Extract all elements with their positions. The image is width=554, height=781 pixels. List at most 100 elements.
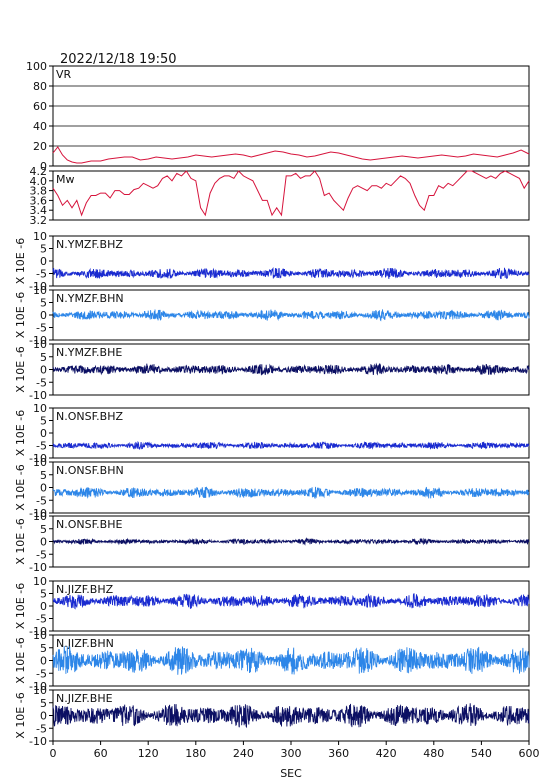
seismogram-y-axis-label: X 10E -6 [14, 410, 27, 456]
y-tick-label: 100 [26, 60, 47, 73]
series-line [52, 703, 530, 729]
y-tick-label: 5 [40, 243, 47, 256]
x-tick-label: 60 [94, 747, 108, 760]
y-tick-label: -10 [29, 452, 47, 465]
y-tick-label: 0 [40, 364, 47, 377]
y-tick-label: 3.4 [30, 204, 48, 217]
series-line [52, 266, 530, 280]
y-tick-label: 60 [33, 100, 47, 113]
x-tick-label: 120 [138, 747, 159, 760]
y-tick-label: 5 [40, 351, 47, 364]
chart-title: 2022/12/18 19:50 [60, 52, 177, 67]
y-tick-label: 0 [40, 655, 47, 668]
seismogram-y-axis-label: X 10E -6 [14, 346, 27, 392]
y-tick-label: 0 [40, 160, 47, 173]
panel-vr: 0 20 40 60 80 100 VR [26, 60, 530, 173]
panel-label: N.YMZF.BHE [56, 346, 122, 359]
y-tick-label: 10 [33, 510, 47, 523]
seismogram-y-axis-label: X 10E -6 [14, 292, 27, 338]
panel-frame [52, 407, 530, 459]
x-axis: 0 60 120 180 240 300 360 420 480 540 600 [50, 741, 540, 760]
seismogram-y-axis-label: X 10E -6 [14, 464, 27, 510]
series-line [52, 537, 530, 546]
panel-label: N.ONSF.BHE [56, 518, 122, 531]
x-axis-label: SEC [280, 767, 302, 780]
y-tick-label: 0 [40, 427, 47, 440]
y-tick-label: -10 [29, 680, 47, 693]
series-line [52, 440, 530, 450]
series-line [52, 362, 530, 376]
y-tick-label: -10 [29, 389, 47, 402]
y-tick-label: 0 [40, 255, 47, 268]
y-tick-label: 3.2 [30, 214, 48, 227]
y-tick-label: 5 [40, 642, 47, 655]
panels-group: 020406080100VR3.23.43.63.84.04.2Mw-10-50… [14, 60, 530, 748]
panel-label: N.JIZF.BHN [56, 637, 114, 650]
y-tick-label: 5 [40, 469, 47, 482]
panel-label: N.YMZF.BHN [56, 292, 124, 305]
seismogram-y-axis-label: X 10E -6 [14, 637, 27, 683]
y-tick-label: -5 [36, 322, 47, 335]
y-tick-label: -5 [36, 268, 47, 281]
y-tick-label: -5 [36, 613, 47, 626]
y-tick-label: -10 [29, 280, 47, 293]
x-tick-label: 540 [471, 747, 492, 760]
y-tick-label: -5 [36, 494, 47, 507]
y-tick-label: 10 [33, 575, 47, 588]
y-tick-label: 5 [40, 297, 47, 310]
panel-label: VR [56, 68, 72, 81]
panel-frame [52, 170, 530, 221]
seismogram-y-axis-label: X 10E -6 [14, 692, 27, 738]
y-tick-label: 0 [40, 536, 47, 549]
y-tick-label: -10 [29, 625, 47, 638]
y-tick-label: -10 [29, 507, 47, 520]
y-tick-label: -5 [36, 667, 47, 680]
y-tick-label: 10 [33, 230, 47, 243]
seismogram-y-axis-label: X 10E -6 [14, 238, 27, 284]
y-tick-label: 0 [40, 309, 47, 322]
y-tick-label: 10 [33, 284, 47, 297]
x-tick-label: 480 [423, 747, 444, 760]
y-tick-label: 40 [33, 120, 47, 133]
series-line [52, 146, 530, 164]
panel-frame [52, 580, 530, 632]
y-tick-label: -5 [36, 440, 47, 453]
y-tick-label: 10 [33, 338, 47, 351]
series-line [52, 646, 530, 675]
y-tick-label: -10 [29, 561, 47, 574]
y-tick-label: 10 [33, 684, 47, 697]
x-tick-label: 600 [519, 747, 540, 760]
seismogram-y-axis-label: X 10E -6 [14, 583, 27, 629]
series-line [52, 486, 530, 499]
panel-frame [52, 235, 530, 287]
y-tick-label: 10 [33, 402, 47, 415]
series-line [52, 593, 530, 610]
y-tick-label: 5 [40, 523, 47, 536]
y-tick-label: 3.8 [30, 185, 48, 198]
y-tick-label: 20 [33, 140, 47, 153]
x-tick-label: 0 [50, 747, 57, 760]
y-tick-label: -5 [36, 548, 47, 561]
y-tick-label: 0 [40, 482, 47, 495]
y-tick-label: 5 [40, 697, 47, 710]
panel-label: N.JIZF.BHE [56, 692, 113, 705]
y-tick-label: 0 [40, 600, 47, 613]
y-tick-label: 5 [40, 588, 47, 601]
y-tick-label: -10 [29, 735, 47, 748]
y-tick-label: -10 [29, 334, 47, 347]
y-tick-label: 10 [33, 456, 47, 469]
y-tick-label: -5 [36, 722, 47, 735]
y-tick-label: 4.2 [30, 165, 48, 178]
y-tick-label: -5 [36, 376, 47, 389]
x-tick-label: 180 [185, 747, 206, 760]
panel-label: N.YMZF.BHZ [56, 238, 123, 251]
series-line [52, 309, 530, 322]
y-tick-label: 10 [33, 629, 47, 642]
panel-label: N.ONSF.BHZ [56, 410, 123, 423]
